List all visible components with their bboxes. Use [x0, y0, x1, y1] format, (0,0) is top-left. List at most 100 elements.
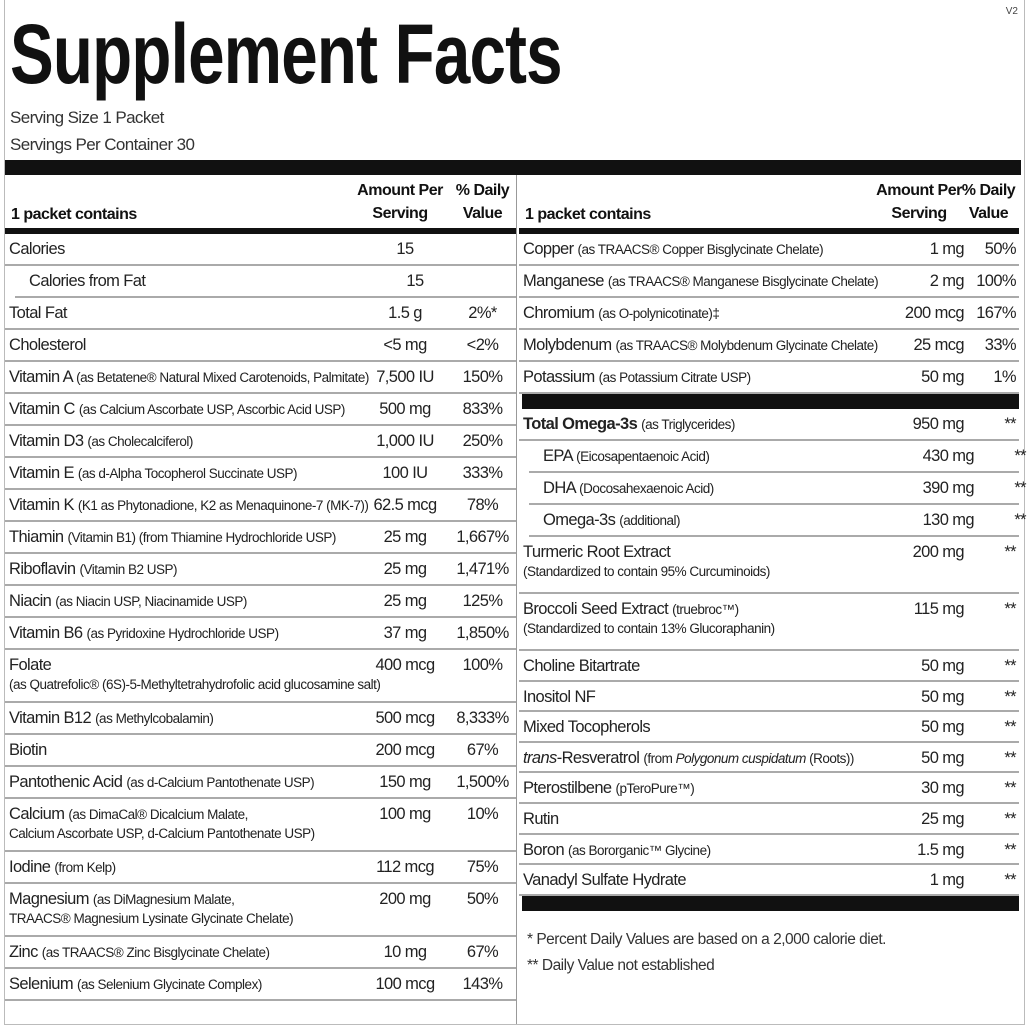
nutrient-name: Vitamin B6 (as Pyridoxine Hydrochloride …: [9, 624, 279, 643]
nutrient-row: trans-Resveratrol (from Polygonum cuspid…: [519, 743, 1019, 774]
daily-value: 67%: [466, 741, 499, 759]
nutrient-name-text: Vitamin B12: [9, 709, 92, 727]
nutrient-name-text: Molybdenum: [523, 336, 612, 354]
nutrient-name: DHA (Docosahexaenoic Acid): [543, 479, 714, 498]
daily-value: 75%: [466, 858, 499, 876]
nutrient-name-text: Inositol NF: [523, 687, 596, 706]
nutrient-row: Calories 15: [5, 234, 516, 266]
daily-value: 143%: [462, 975, 503, 993]
amount-per-serving: <5 mg: [383, 336, 427, 354]
nutrient-name-text: Broccoli Seed Extract: [523, 600, 669, 618]
daily-value: 33%: [984, 336, 1017, 354]
amount-per-serving: 100 mcg: [375, 975, 435, 993]
nutrient-source: (as d-Alpha Tocopherol Succinate USP): [77, 466, 298, 481]
daily-value: **: [1004, 809, 1016, 828]
nutrient-name-text: DHA: [543, 479, 576, 497]
daily-value: **: [1004, 748, 1016, 767]
nutrient-source: (as Betatene® Natural Mixed Carotenoids,…: [76, 370, 369, 385]
nutrient-name: Magnesium (as DiMagnesium Malate, TRAACS®…: [9, 890, 294, 928]
nutrient-name-text: Rutin: [523, 809, 559, 828]
nutrient-row: Turmeric Root Extract (Standardized to co…: [519, 537, 1019, 594]
nutrient-name: Vitamin E (as d-Alpha Tocopherol Succina…: [9, 464, 298, 483]
amount-per-serving: 100 mg: [379, 805, 431, 823]
nutrient-source: (from: [643, 750, 676, 766]
nutrient-row: Selenium (as Selenium Glycinate Complex)…: [5, 969, 516, 1001]
daily-value: **: [1014, 447, 1026, 465]
daily-value: 78%: [466, 496, 499, 514]
amount-per-serving: 1 mg: [929, 871, 965, 890]
amount-per-serving: 130 mg: [922, 511, 975, 529]
nutrient-name: Vitamin D3 (as Cholecalciferol): [9, 432, 193, 451]
daily-value: 150%: [462, 368, 503, 386]
nutrient-name-text: Vitamin E: [9, 464, 75, 482]
nutrient-name: Calories from Fat: [29, 272, 146, 291]
nutrient-source: (as d-Calcium Pantothenate USP): [126, 775, 315, 790]
nutrient-source-line2: TRAACS® Magnesium Lysinate Glycinate Che…: [9, 911, 294, 926]
amount-per-serving: 150 mg: [379, 773, 431, 791]
nutrient-row: Riboflavin (Vitamin B2 USP) 25 mg 1,471%: [5, 554, 516, 586]
page-title: Supplement Facts: [10, 7, 563, 101]
nutrient-name-text: Cholesterol: [9, 336, 86, 354]
daily-value: 1,850%: [456, 624, 509, 642]
nutrient-name-text: Iodine: [9, 858, 51, 876]
nutrient-row: Omega-3s (additional) 130 mg **: [529, 505, 1027, 537]
daily-value: **: [1004, 718, 1016, 737]
daily-value: **: [1004, 657, 1016, 675]
nutrient-source: (as DiMagnesium Malate,: [92, 892, 235, 907]
daily-value: 8,333%: [456, 709, 509, 727]
nutrient-row: Magnesium (as DiMagnesium Malate, TRAACS®…: [5, 884, 516, 937]
daily-value: **: [1004, 687, 1016, 706]
amount-per-serving: 200 mcg: [904, 304, 965, 322]
daily-value: 50%: [466, 890, 499, 908]
footnote-percent-dv: * Percent Daily Values are based on a 2,…: [527, 930, 886, 948]
serving-size: Serving Size 1 Packet: [10, 108, 164, 127]
nutrient-row: Cholesterol <5 mg <2%: [5, 330, 516, 362]
nutrient-source-line2: Calcium Ascorbate USP, d-Calcium Pantoth…: [9, 826, 315, 841]
daily-value: 100%: [976, 272, 1016, 290]
nutrient-name-text: Zinc: [9, 943, 38, 961]
daily-value: 250%: [462, 432, 503, 450]
nutrient-row: Pantothenic Acid (as d-Calcium Pantothen…: [5, 767, 516, 799]
nutrient-name: Mixed Tocopherols: [523, 718, 651, 737]
nutrient-source: (as Cholecalciferol): [87, 434, 193, 449]
amount-per-serving: 100 IU: [382, 464, 428, 482]
daily-value: **: [1014, 479, 1026, 497]
daily-value: 100%: [462, 656, 503, 674]
daily-value: 1%: [993, 368, 1016, 386]
daily-value: **: [1004, 415, 1016, 433]
nutrient-row: Rutin 25 mg **: [519, 804, 1019, 835]
nutrient-name-text: Pantothenic Acid: [9, 773, 123, 791]
nutrient-row: EPA (Eicosapentaenoic Acid) 430 mg **: [529, 441, 1027, 473]
daily-value: 167%: [976, 304, 1016, 322]
nutrient-name-text: Calcium: [9, 805, 65, 823]
nutrient-name: Turmeric Root Extract (Standardized to co…: [523, 543, 770, 581]
nutrient-name-text: Manganese: [523, 272, 604, 290]
nutrient-name-text: Pterostilbene: [523, 779, 612, 798]
nutrient-name-text: Biotin: [9, 741, 47, 759]
nutrient-source: (as Selenium Glycinate Complex): [76, 977, 262, 992]
nutrient-row: Vanadyl Sulfate Hydrate 1 mg **: [519, 865, 1019, 896]
amount-per-serving: 1.5 mg: [917, 840, 964, 859]
version-label: V2: [1005, 6, 1018, 17]
nutrient-name-text: -Resveratrol: [556, 748, 640, 767]
nutrient-row: Iodine (from Kelp) 112 mcg 75%: [5, 852, 516, 884]
nutrient-row: Calories from Fat 15: [15, 266, 516, 298]
daily-value: 1,500%: [456, 773, 509, 791]
header-dv: % Daily Value: [961, 182, 1016, 222]
amount-per-serving: 25 mg: [383, 592, 427, 610]
nutrient-name: Omega-3s (additional): [543, 511, 681, 530]
nutrient-name: trans-Resveratrol (from Polygonum cuspid…: [523, 749, 854, 768]
nutrient-name: Choline Bitartrate: [523, 657, 640, 676]
nutrient-source: (as TRAACS® Zinc Bisglycinate Chelate): [41, 945, 270, 960]
nutrient-name: Broccoli Seed Extract (truebroc™) (Standa…: [523, 600, 775, 638]
nutrient-name-text: Chromium: [523, 304, 595, 322]
daily-value: **: [1004, 871, 1016, 890]
nutrient-name: Riboflavin (Vitamin B2 USP): [9, 560, 177, 579]
amount-per-serving: 500 mg: [379, 400, 431, 418]
nutrient-name: Selenium (as Selenium Glycinate Complex): [9, 975, 262, 994]
mineral-rows: Copper (as TRAACS® Copper Bisglycinate C…: [519, 234, 1019, 394]
footnotes: * Percent Daily Values are based on a 2,…: [527, 927, 1019, 979]
amount-per-serving: 50 mg: [921, 687, 964, 706]
nutrient-name-text: Niacin: [9, 592, 52, 610]
amount-per-serving: 15: [406, 272, 424, 290]
